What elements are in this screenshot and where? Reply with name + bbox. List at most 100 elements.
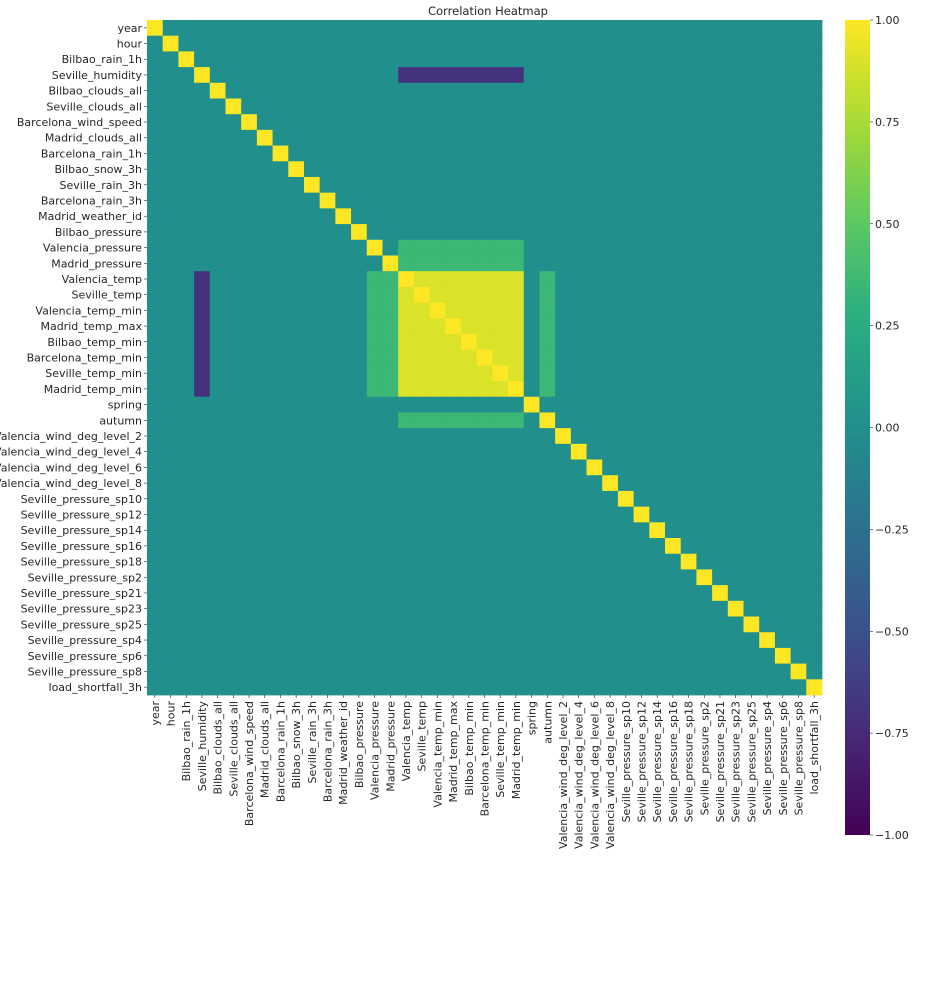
heatmap-cell <box>790 161 807 178</box>
heatmap-cell <box>617 239 635 256</box>
heatmap-cell <box>303 20 321 37</box>
heatmap-cell <box>586 318 603 335</box>
heatmap-cell <box>429 365 446 382</box>
heatmap-cell <box>774 82 792 99</box>
heatmap-cell <box>492 20 509 37</box>
heatmap-cell <box>413 381 430 398</box>
heatmap-cell <box>774 129 792 146</box>
heatmap-cell <box>570 302 587 319</box>
heatmap-cell <box>319 302 336 319</box>
heatmap-cell <box>398 553 415 570</box>
heatmap-cell <box>617 192 635 209</box>
heatmap-cell <box>586 161 603 178</box>
heatmap-cell <box>476 459 493 476</box>
heatmap-cell <box>194 35 211 52</box>
heatmap-cell <box>602 490 619 508</box>
heatmap-cell <box>712 98 729 115</box>
heatmap-cell <box>429 161 446 178</box>
heatmap-cell <box>272 443 289 460</box>
heatmap-cell <box>602 412 619 429</box>
heatmap-cell <box>476 192 493 209</box>
heatmap-cell <box>508 647 525 665</box>
heatmap-cell <box>712 396 729 413</box>
heatmap-cell <box>712 20 729 37</box>
heatmap-cell <box>743 145 760 162</box>
heatmap-cell <box>523 318 540 335</box>
heatmap-cell <box>586 286 603 303</box>
heatmap-cell <box>806 506 823 523</box>
heatmap-cell <box>508 82 525 99</box>
heatmap-cell <box>602 553 619 570</box>
heatmap-cell <box>617 428 635 445</box>
heatmap-cell <box>586 490 603 508</box>
heatmap-cell <box>303 647 321 665</box>
heatmap-cell <box>774 51 792 68</box>
heatmap-cell <box>241 490 258 508</box>
heatmap-cell <box>319 51 336 68</box>
heatmap-cell <box>272 176 289 194</box>
heatmap-cell <box>319 349 336 366</box>
y-tick-label: Seville_temp_min <box>45 367 142 380</box>
x-tick-label: Seville_pressure_sp14 <box>651 701 664 822</box>
heatmap-cell <box>759 553 776 570</box>
heatmap-cell <box>570 129 587 146</box>
heatmap-cell <box>790 302 807 319</box>
heatmap-cell <box>617 600 635 617</box>
heatmap-cell <box>382 632 399 649</box>
heatmap-cell <box>225 286 242 303</box>
heatmap-cell <box>351 616 368 633</box>
heatmap-cell <box>712 333 729 351</box>
heatmap-cell <box>319 663 336 680</box>
heatmap-cell <box>398 255 415 272</box>
heatmap-cell <box>429 522 446 539</box>
x-tick-label: Barcelona_rain_1h <box>274 701 287 802</box>
heatmap-cell <box>178 616 195 633</box>
heatmap-cell <box>288 538 305 555</box>
heatmap-cell <box>303 632 321 649</box>
heatmap-cell <box>665 663 682 680</box>
heatmap-cell <box>272 333 289 351</box>
heatmap-cell <box>335 145 352 162</box>
heatmap-cell <box>492 208 509 225</box>
heatmap-cell <box>178 647 195 665</box>
heatmap-cell <box>225 475 242 492</box>
colorbar-tick-label: −1.00 <box>875 829 909 842</box>
heatmap-cell <box>743 302 760 319</box>
heatmap-cell <box>570 67 587 84</box>
heatmap-cell <box>806 333 823 351</box>
heatmap-cell <box>241 396 258 413</box>
heatmap-cell <box>759 490 776 508</box>
heatmap-cell <box>806 98 823 115</box>
heatmap-cell <box>225 255 242 272</box>
heatmap-cell <box>288 679 305 696</box>
heatmap-cell <box>523 663 540 680</box>
heatmap-cell <box>806 176 823 194</box>
heatmap-cell <box>194 475 211 492</box>
heatmap-cell <box>351 663 368 680</box>
heatmap-cell <box>351 538 368 555</box>
heatmap-cell <box>727 114 744 131</box>
heatmap-cell <box>178 51 195 68</box>
heatmap-cell <box>759 239 776 256</box>
heatmap-cell <box>303 145 321 162</box>
heatmap-cell <box>162 129 179 146</box>
x-tick-label: Bilbao_rain_1h <box>180 701 193 781</box>
heatmap-cell <box>539 616 556 633</box>
heatmap-cell <box>665 192 682 209</box>
heatmap-cell <box>492 145 509 162</box>
heatmap-cell <box>774 538 792 555</box>
heatmap-cell <box>335 349 352 366</box>
y-tick-label: Seville_clouds_all <box>46 100 142 113</box>
heatmap-cell <box>194 255 211 272</box>
heatmap-cell <box>649 365 666 382</box>
heatmap-cell <box>445 145 462 162</box>
heatmap-cell <box>508 145 525 162</box>
heatmap-cell <box>696 20 713 37</box>
heatmap-cell <box>602 679 619 696</box>
heatmap-cell <box>774 98 792 115</box>
heatmap-cell <box>743 67 760 84</box>
heatmap-cell <box>586 381 603 398</box>
heatmap-cell <box>492 286 509 303</box>
heatmap-cell <box>460 192 478 209</box>
heatmap-cell <box>602 428 619 445</box>
